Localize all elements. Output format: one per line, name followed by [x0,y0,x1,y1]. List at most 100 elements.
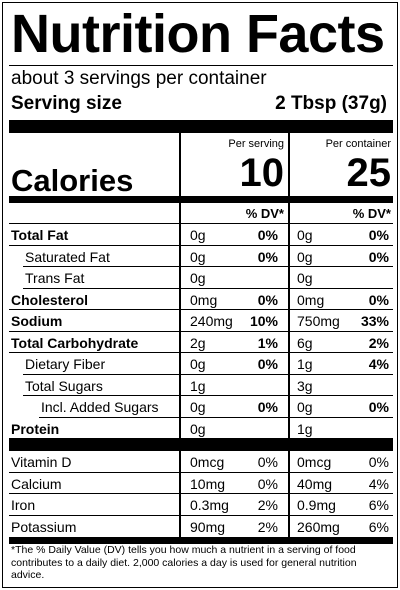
dv-per-container: 0% [368,454,389,470]
column-divider [179,288,181,310]
amount-per-serving: 0.3mg [190,497,229,513]
column-divider [179,396,181,418]
dv-per-serving: 0% [257,399,278,415]
column-divider [179,472,181,494]
serving-size-value: 2 Tbsp (37g) [275,93,387,114]
nutrient-label: Sodium [11,313,63,329]
amount-per-container: 6g [297,334,313,351]
column-divider [288,203,290,223]
nutrient-label: Cholesterol [11,291,89,308]
amount-per-serving: 1g [190,377,206,394]
nutrient-label: Total Carbohydrate [11,334,139,351]
amount-per-serving: 0g [190,399,206,415]
dv-per-container: 0% [368,248,389,265]
vitamin-label: Calcium [11,475,62,492]
column-divider [288,353,290,375]
serving-size-label: Serving size [11,93,122,114]
amount-per-container: 0g [297,270,313,286]
divider-medium [9,537,393,544]
column-divider [288,245,290,267]
row-divider [23,395,393,396]
divider-thick [9,120,393,133]
vitamin-label: Potassium [11,518,77,535]
column-divider [179,310,181,332]
row-divider [23,266,393,267]
dv-per-serving: 2% [257,518,278,535]
row-divider [39,416,393,418]
row-divider [9,244,393,246]
nutrient-label: Protein [11,420,60,437]
column-divider [288,374,290,396]
row-divider [9,223,393,224]
amount-per-container: 0g [297,399,313,415]
amount-per-container: 0mg [297,291,325,308]
amount-per-serving: 0g [190,420,206,437]
amount-per-serving: 240mg [190,313,233,329]
dv-per-serving: 10% [249,313,278,329]
calories-per-serving: 10 [239,151,285,195]
amount-per-container: 260mg [297,518,340,535]
nutrient-label: Incl. Added Sugars [41,399,159,415]
dv-per-serving: 0% [257,475,278,492]
row-divider [23,373,393,375]
column-divider [288,494,290,516]
divider-medium [9,196,393,203]
amount-per-serving: 90mg [190,518,226,535]
column-divider [288,472,290,494]
column-divider [288,288,290,310]
column-divider [288,133,290,200]
dv-per-serving: 0% [257,454,278,470]
dv-per-container: 4% [368,356,389,372]
amount-per-container: 1g [297,356,313,372]
amount-per-serving: 0mcg [190,454,225,470]
divider-thin [9,65,393,66]
column-divider [179,494,181,516]
column-divider [179,515,181,537]
per-container-header: Per container [325,138,391,150]
dv-header-container: % DV* [352,206,391,221]
amount-per-container: 0mcg [297,454,332,470]
column-divider [179,331,181,353]
amount-per-container: 40mg [297,475,333,492]
dv-per-serving: 0% [257,227,278,243]
amount-per-container: 1g [297,420,313,437]
amount-per-container: 0g [297,248,313,265]
amount-per-serving: 2g [190,334,206,351]
column-divider [288,267,290,289]
column-divider [179,374,181,396]
vitamin-label: Vitamin D [11,454,72,470]
nutrient-label: Dietary Fiber [25,356,106,372]
dv-per-serving: 0% [257,248,278,265]
amount-per-container: 0g [297,227,313,243]
column-divider [288,515,290,537]
column-divider [179,353,181,375]
dv-header-serving: % DV* [245,206,284,221]
calories-label: Calories [11,163,134,198]
calories-per-container: 25 [346,151,392,195]
row-divider [9,352,393,353]
dv-per-serving: 1% [257,334,278,351]
dv-per-container: 0% [368,399,389,415]
divider-thick [9,438,393,451]
amount-per-container: 3g [297,377,313,394]
dv-per-container: 0% [368,227,389,243]
row-divider [9,493,393,494]
amount-per-serving: 0g [190,227,206,243]
row-divider [9,471,393,473]
column-divider [288,451,290,473]
dv-per-serving: 0% [257,291,278,308]
per-serving-header: Per serving [228,138,284,150]
column-divider [179,417,181,439]
amount-per-serving: 0g [190,270,206,286]
column-divider [179,245,181,267]
column-divider [179,267,181,289]
nutrient-label: Total Fat [11,227,69,243]
column-divider [288,224,290,246]
nutrient-label: Trans Fat [25,270,85,286]
amount-per-container: 0.9mg [297,497,336,513]
dv-per-container: 0% [368,291,389,308]
amount-per-serving: 10mg [190,475,226,492]
dv-per-serving: 2% [257,497,278,513]
column-divider [179,203,181,223]
